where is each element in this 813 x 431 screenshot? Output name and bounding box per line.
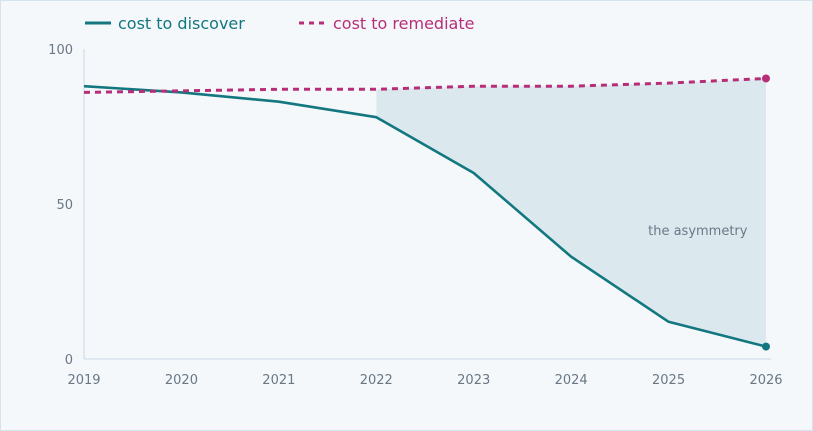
y-tick-label-50: 50 bbox=[56, 198, 73, 213]
series-line-cost-to-remediate bbox=[83, 76, 767, 94]
plot-area bbox=[83, 74, 770, 351]
tick-labels: 2019 2020 2021 2022 2023 2024 2025 2026 0 50 100 bbox=[48, 43, 782, 388]
x-tick-label-2026: 2026 bbox=[749, 373, 782, 388]
x-tick-label-2022: 2022 bbox=[360, 373, 393, 388]
x-tick-label-2023: 2023 bbox=[457, 373, 490, 388]
x-tick-label-2021: 2021 bbox=[262, 373, 295, 388]
series-endpoint-cost-to-discover bbox=[762, 342, 770, 351]
legend: cost to discover cost to remediate bbox=[85, 14, 474, 33]
y-tick-label-0: 0 bbox=[65, 353, 73, 368]
legend-label-remediate: cost to remediate bbox=[333, 14, 474, 33]
shaded-region-asymmetry bbox=[376, 78, 766, 347]
legend-label-discover: cost to discover bbox=[118, 14, 245, 33]
x-tick-label-2020: 2020 bbox=[165, 373, 198, 388]
x-tick-label-2019: 2019 bbox=[67, 373, 100, 388]
x-tick-label-2025: 2025 bbox=[652, 373, 685, 388]
annotation-asymmetry: the asymmetry bbox=[648, 224, 748, 239]
series-line-cost-to-discover bbox=[83, 84, 767, 348]
x-tick-label-2024: 2024 bbox=[555, 373, 588, 388]
y-tick-label-100: 100 bbox=[48, 43, 73, 58]
series-endpoint-cost-to-remediate bbox=[762, 74, 770, 83]
